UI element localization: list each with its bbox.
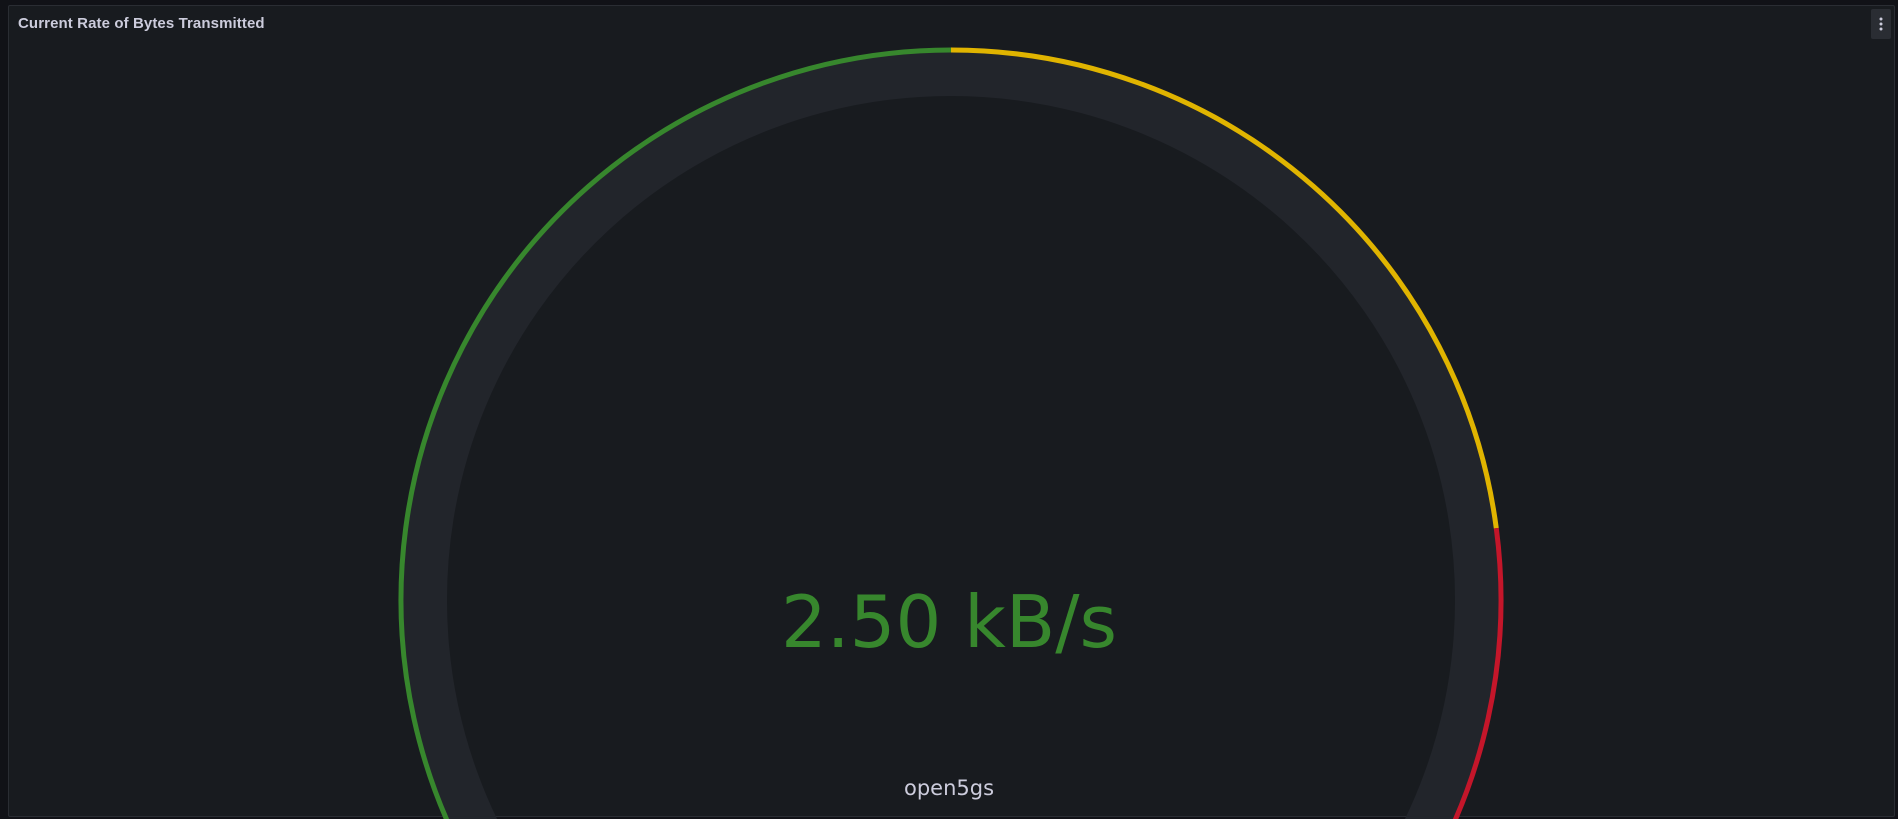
gauge-panel: Current Rate of Bytes Transmitted xyxy=(8,5,1895,817)
panel-title: Current Rate of Bytes Transmitted xyxy=(18,15,265,32)
gauge-track xyxy=(401,50,1501,819)
threshold-arc-3 xyxy=(1452,527,1504,819)
kebab-menu-icon xyxy=(1879,17,1883,31)
threshold-arc-2 xyxy=(950,47,1499,529)
gauge-value: 2.50 kB/s xyxy=(780,580,1118,664)
threshold-arc-1 xyxy=(398,47,952,819)
gauge-series-label: open5gs xyxy=(903,776,995,800)
gauge-threshold-arcs xyxy=(398,47,1504,819)
panel-menu-button[interactable] xyxy=(1871,9,1891,39)
